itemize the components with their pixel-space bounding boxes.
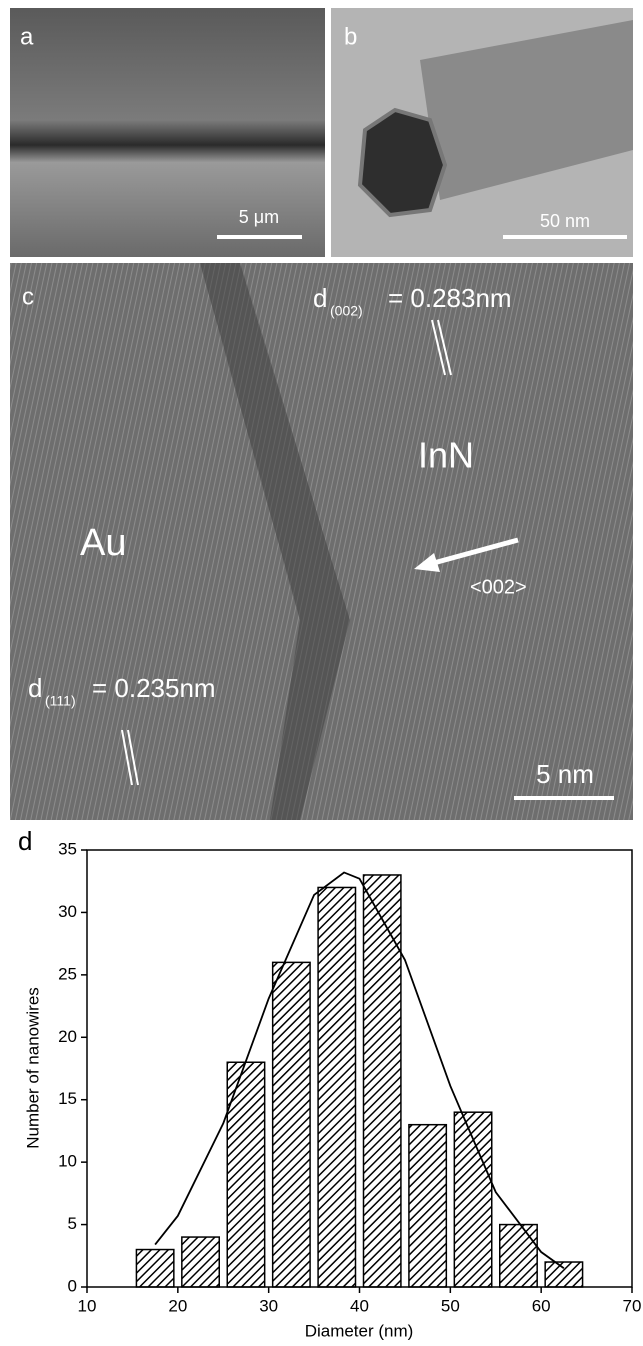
plot-frame [87,850,632,1287]
scale-bar-label: 50 nm [540,211,590,231]
y-tick-label: 25 [58,964,77,983]
annotation: Au [80,522,126,564]
annotation: = 0.283nm [388,283,512,313]
x-tick-label: 60 [532,1296,551,1315]
annotation: d [313,283,327,313]
annotation: d [28,673,42,703]
y-tick-label: 20 [58,1027,77,1046]
y-tick-label: 10 [58,1152,77,1171]
x-tick-label: 50 [441,1296,460,1315]
panel-label: b [344,23,357,50]
y-tick-label: 15 [58,1089,77,1108]
bar [364,875,401,1287]
x-tick-label: 20 [168,1296,187,1315]
scale-bar-label: 5 μm [239,207,279,227]
y-tick-label: 5 [68,1214,77,1233]
tip [360,110,445,215]
annotation: = 0.235nm [92,673,216,703]
bar [318,887,355,1287]
bar [182,1237,219,1287]
x-axis-title: Diameter (nm) [305,1321,414,1340]
bar [500,1225,537,1287]
x-tick-label: 70 [623,1296,642,1315]
x-tick-label: 30 [259,1296,278,1315]
scale-bar-label: 5 nm [536,759,594,789]
bar [136,1250,173,1287]
annotation: (002) [330,303,363,319]
panel-label: c [22,283,34,310]
bar [409,1125,446,1287]
figure: a 5 μm b 50 nm c d (002) = 0.283nm InN A… [0,0,643,1346]
bar [273,962,310,1287]
panel-label: d [18,826,32,856]
fit-curve [155,872,564,1268]
panel-label: a [20,23,34,50]
annotation: <002> [470,576,527,598]
annotation: InN [418,435,474,476]
y-tick-label: 0 [68,1276,77,1295]
y-tick-label: 35 [58,839,77,858]
annotation: (111) [45,693,76,709]
x-tick-label: 10 [78,1296,97,1315]
x-tick-label: 40 [350,1296,369,1315]
y-tick-label: 30 [58,902,77,921]
y-axis-title: Number of nanowires [23,987,42,1149]
bar [545,1262,582,1287]
